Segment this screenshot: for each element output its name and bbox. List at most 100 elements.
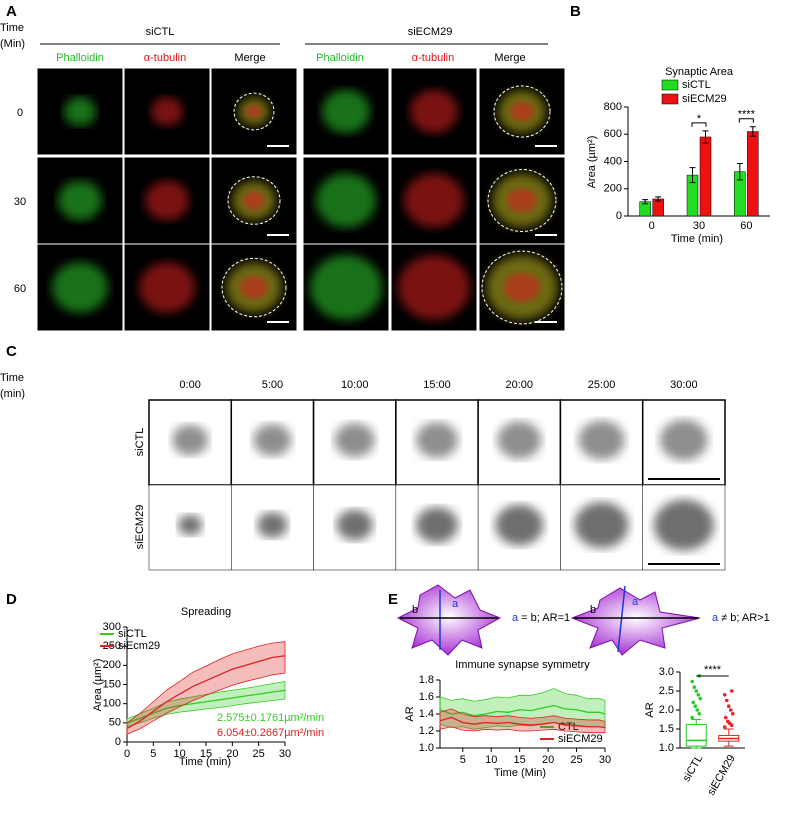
line <box>439 716 606 729</box>
y-tick-label: 1.0 <box>419 742 434 754</box>
outlier <box>690 715 695 720</box>
outlier <box>698 696 703 701</box>
diagram: a b a = b; AR=1 a b a ≠ b; AR>1 <box>396 584 770 656</box>
legend-label: siECM29 <box>682 93 727 105</box>
cell <box>653 499 714 551</box>
y-tick-label: 100 <box>103 698 121 710</box>
chart-title: Spreading <box>181 606 231 618</box>
cell <box>497 421 542 459</box>
x-axis-label: Time (min) <box>179 756 231 768</box>
cell <box>253 423 292 457</box>
cell <box>334 423 375 457</box>
y-tick-label: 0 <box>115 736 121 748</box>
x-tick-label: 15 <box>200 748 212 760</box>
outlier <box>724 698 729 703</box>
panel-label: B <box>570 3 581 20</box>
outlier <box>722 693 727 697</box>
error-bar <box>749 126 756 137</box>
box <box>685 723 707 747</box>
cell <box>404 173 464 228</box>
panel-label: A <box>6 3 17 20</box>
caption-rest: = b; AR=1 <box>518 612 570 624</box>
legend-swatch <box>661 93 679 105</box>
whisker <box>691 719 702 749</box>
x-tick-label: 5 <box>150 748 156 760</box>
cell <box>58 180 102 221</box>
x-tick-label: siCTL <box>681 753 706 784</box>
caption-lead: a <box>512 612 519 624</box>
y-tick-label: 3.0 <box>659 666 674 678</box>
outline <box>481 250 563 325</box>
row-label: siCTL <box>134 428 146 457</box>
cell <box>145 180 189 221</box>
y-axis-label: Area (µm²) <box>586 136 598 189</box>
legend-label: siCTL <box>682 79 711 91</box>
cell <box>178 514 203 536</box>
outline <box>221 257 287 318</box>
time-label: 30:00 <box>670 379 698 391</box>
y-tick-label: 400 <box>604 155 622 167</box>
cell <box>172 424 209 456</box>
cell <box>240 276 268 299</box>
line <box>126 655 286 730</box>
row-label: siECM29 <box>134 505 146 550</box>
cell <box>243 191 265 210</box>
outlier <box>728 708 733 712</box>
cell <box>316 173 376 228</box>
cell <box>416 507 458 543</box>
legend-label: siEcm29 <box>118 640 160 652</box>
error-bar <box>689 167 696 184</box>
x-tick-label: 60 <box>740 220 752 232</box>
outlier <box>695 708 700 712</box>
axis-label: a <box>452 598 459 610</box>
error-bar <box>655 196 662 202</box>
axis-label: a <box>632 596 639 608</box>
y-axis-label: Area (µm²) <box>92 659 104 712</box>
x-tick-label: siECM29 <box>705 753 738 798</box>
channel-label: α-tubulin <box>144 52 186 64</box>
outlier <box>696 693 701 697</box>
y-tick-label: 50 <box>109 717 121 729</box>
time-label: Time <box>0 22 24 34</box>
panel-label: D <box>6 591 17 608</box>
y-tick-label: 1.2 <box>419 725 434 737</box>
outlier <box>692 685 697 689</box>
cell <box>416 422 458 458</box>
outlier <box>722 725 727 729</box>
bar <box>747 131 759 217</box>
chart-title: Synaptic Area <box>665 66 734 78</box>
error-bar <box>736 163 743 181</box>
y-tick-label: 2.5 <box>659 685 674 697</box>
y-axis-label: AR <box>404 706 416 721</box>
channel-label: Merge <box>494 52 525 64</box>
y-tick-label: 1.8 <box>419 674 434 686</box>
sig-bracket <box>738 118 754 123</box>
outline <box>487 169 557 232</box>
y-tick-label: 1.0 <box>659 742 674 754</box>
cell <box>659 419 708 461</box>
cell <box>495 504 544 546</box>
cell <box>64 97 96 126</box>
x-tick-label: 30 <box>279 748 291 760</box>
cell <box>574 502 629 548</box>
cell <box>507 188 537 213</box>
caption-rest: ≠ b; AR>1 <box>718 612 770 624</box>
diagram-caption: a = b; AR=1 <box>512 612 570 624</box>
x-tick-label: 20 <box>226 748 238 760</box>
sig-label: * <box>697 113 702 125</box>
x-tick-label: 20 <box>542 754 554 766</box>
sig-label: **** <box>704 664 722 676</box>
y-tick-label: 800 <box>604 101 622 113</box>
y-tick-label: 1.6 <box>419 691 434 703</box>
channel-label: α-tubulin <box>412 52 454 64</box>
channel-label: Phalloidin <box>316 52 364 64</box>
line <box>126 689 286 724</box>
cell <box>336 509 373 541</box>
error-band <box>439 708 606 734</box>
chart-title: Immune synapse symmetry <box>455 659 590 671</box>
caption-lead: a <box>712 612 719 624</box>
cell <box>52 262 108 313</box>
axis-label: b <box>590 604 596 616</box>
cell <box>578 420 625 460</box>
cell <box>322 89 370 134</box>
